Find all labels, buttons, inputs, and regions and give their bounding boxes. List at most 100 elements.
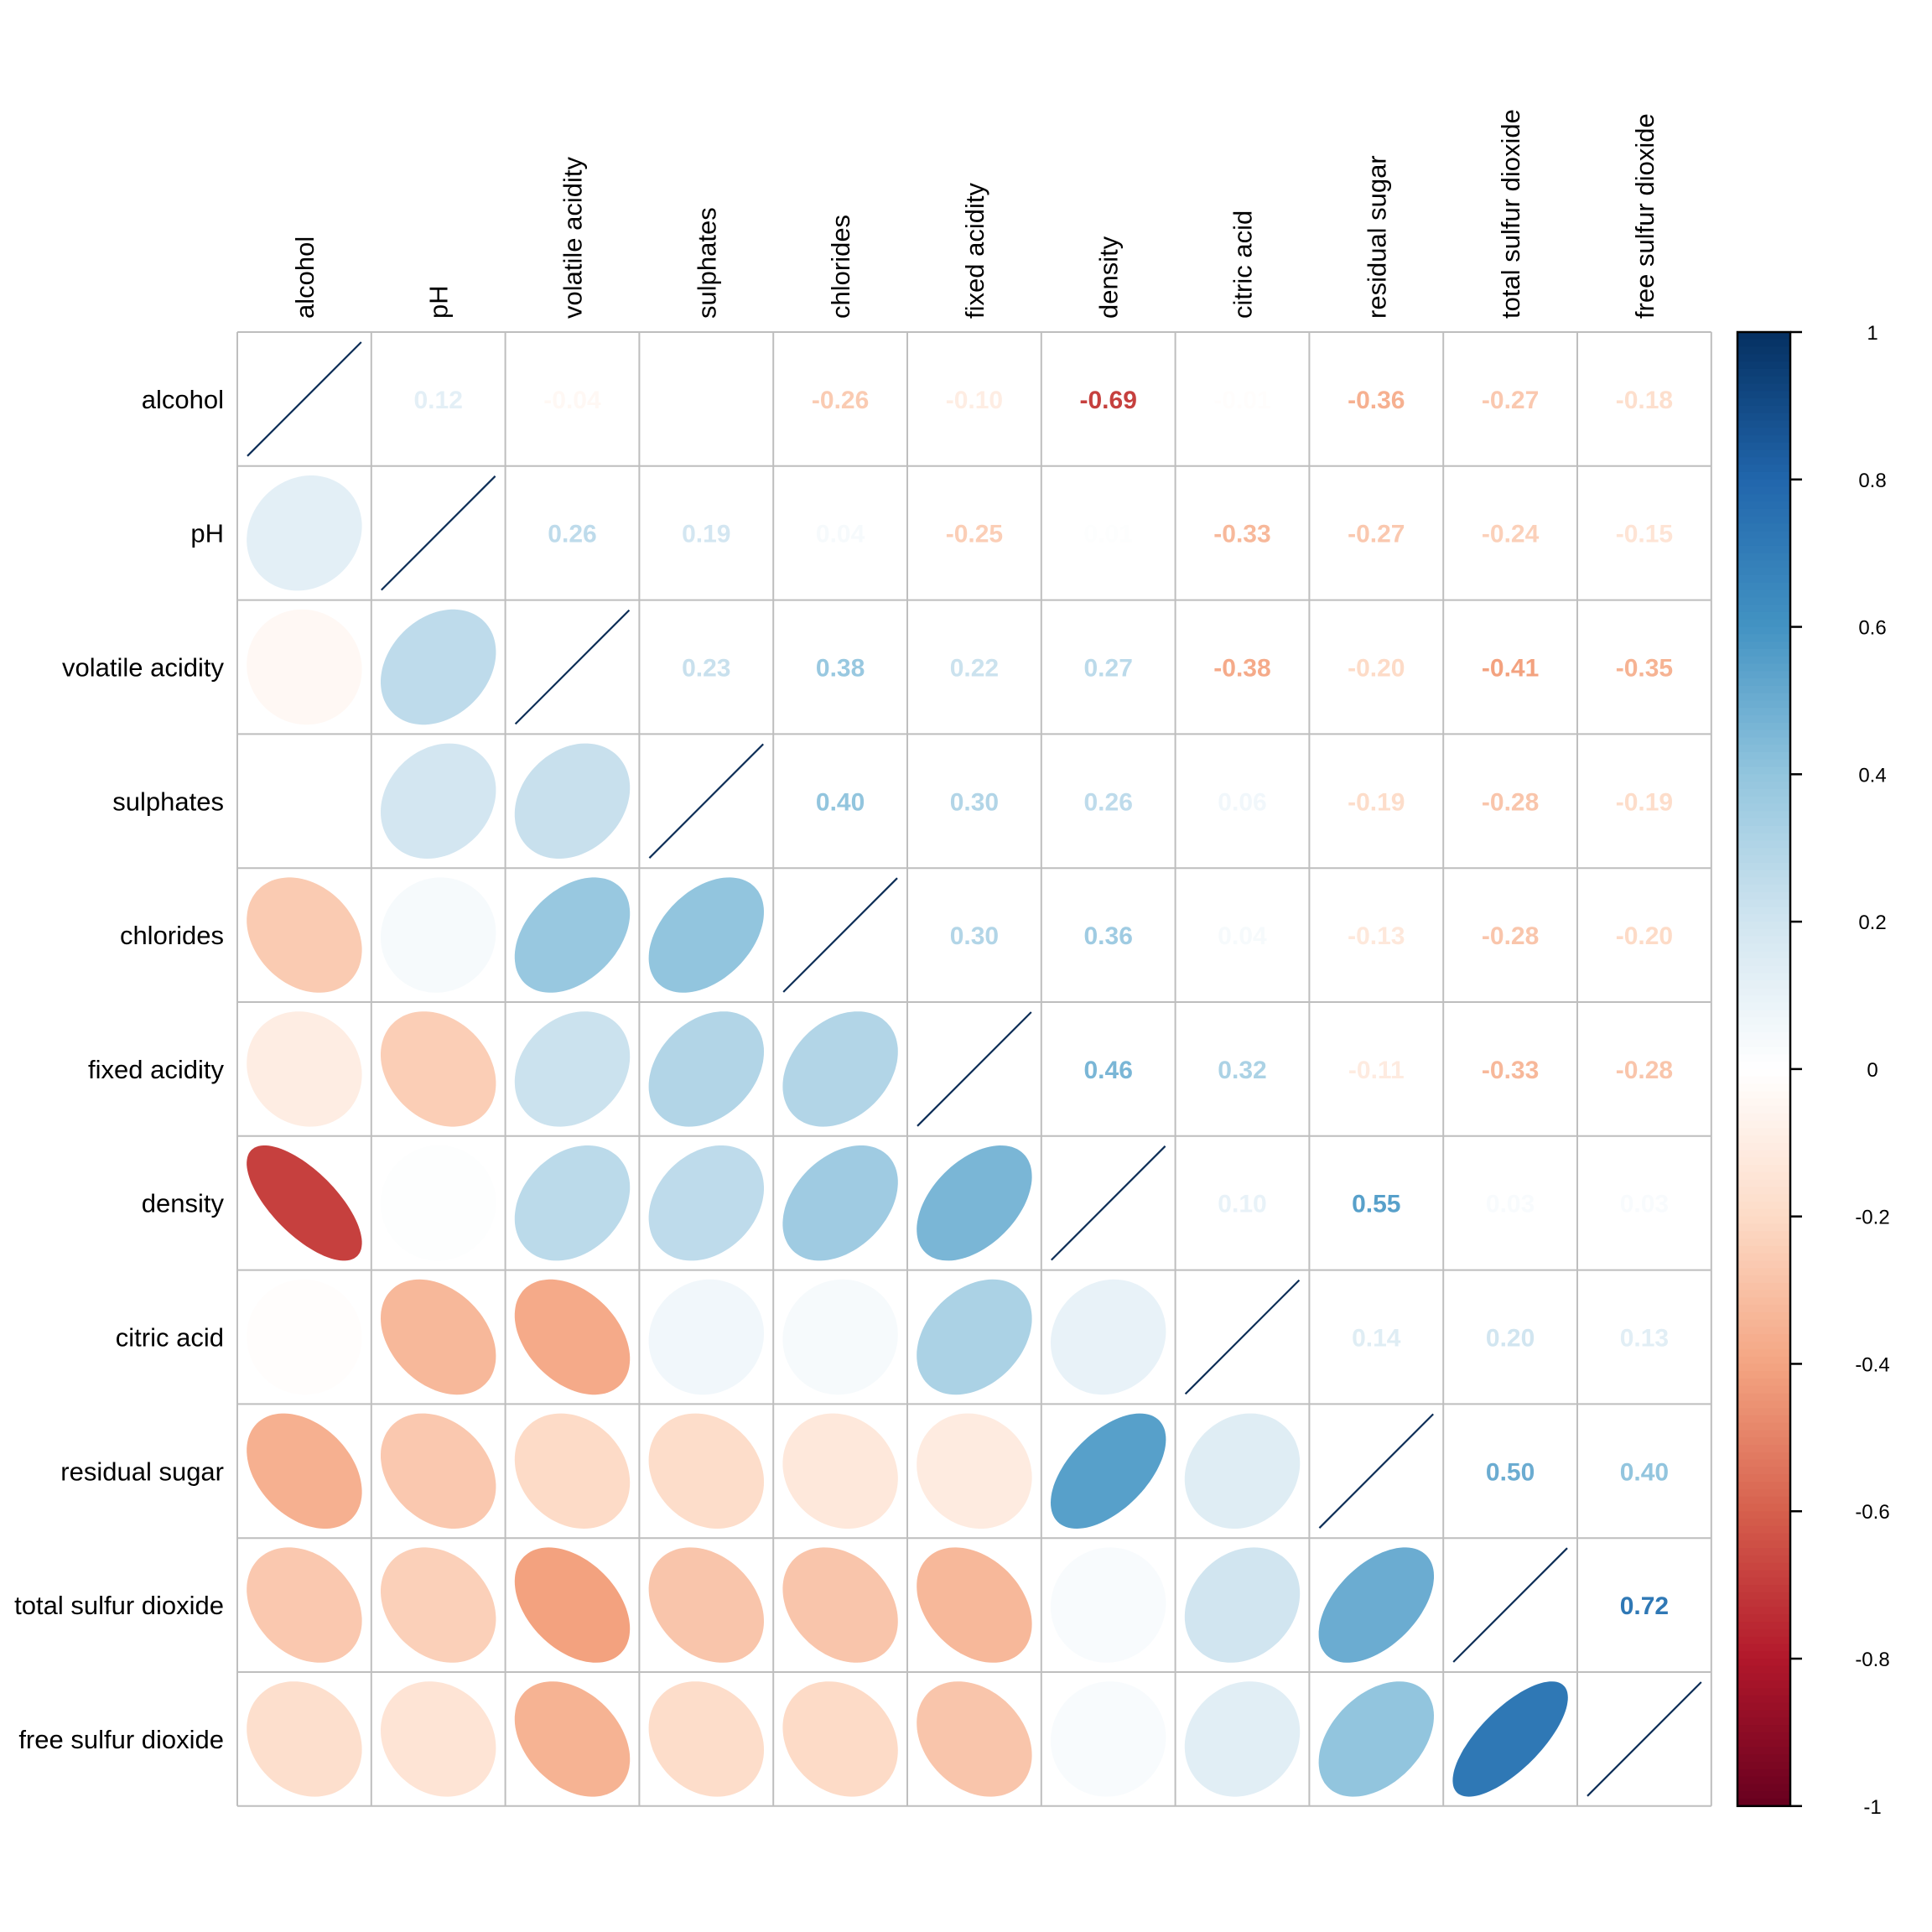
correlation-ellipse [648, 877, 764, 993]
correlation-value: -0.28 [1482, 922, 1539, 950]
colorbar-segment [1737, 1113, 1790, 1122]
colorbar-segment [1737, 685, 1790, 694]
correlation-ellipse [381, 877, 496, 993]
colorbar-segment [1737, 722, 1790, 731]
colorbar-segment [1737, 980, 1790, 989]
correlation-value: 0.40 [816, 788, 865, 816]
correlation-value: -0.11 [1348, 1057, 1405, 1084]
correlation-value: -0.69 [1080, 387, 1137, 414]
colorbar-segment [1737, 1695, 1790, 1704]
correlation-value: 0.32 [1218, 1057, 1266, 1084]
colorbar-segment [1737, 568, 1790, 576]
colorbar-segment [1737, 855, 1790, 864]
correlation-value: 0.03 [1620, 1191, 1669, 1218]
correlation-value: 0.26 [1084, 788, 1133, 816]
column-labels: alcohol pH volatile acidity sulphates chlori… [290, 109, 1659, 319]
correlation-ellipse [1184, 1681, 1301, 1797]
correlation-ellipse [1184, 1547, 1301, 1663]
colorbar-segment [1737, 1356, 1790, 1365]
colorbar-segment [1737, 995, 1790, 1004]
colorbar-segment [1737, 1319, 1790, 1328]
colorbar-segment [1737, 1371, 1790, 1379]
colorbar-segment [1737, 420, 1790, 428]
colorbar-segment [1737, 862, 1790, 871]
correlation-ellipse [247, 475, 362, 591]
correlation-ellipse [1051, 1681, 1166, 1797]
colorbar-segment [1737, 891, 1790, 901]
diagonal-line [782, 877, 898, 993]
row-label: pH [190, 519, 224, 548]
correlation-value: 0.50 [1486, 1458, 1535, 1486]
colorbar-segment [1737, 1334, 1790, 1343]
colorbar-segment [1737, 1659, 1790, 1667]
colorbar-segment [1737, 825, 1790, 834]
correlation-value: 0.10 [1218, 1191, 1266, 1218]
correlation-value: 0.46 [1084, 1057, 1133, 1084]
colorbar-segment [1737, 1311, 1790, 1321]
colorbar-segment [1737, 531, 1790, 539]
column-label: alcohol [290, 236, 319, 319]
colorbar-segment [1737, 1791, 1790, 1800]
correlation-value: 0.06 [1218, 788, 1266, 816]
colorbar-segment [1737, 1216, 1790, 1225]
correlation-ellipse [381, 1145, 496, 1261]
colorbar-segment [1737, 1194, 1790, 1202]
colorbar-segment [1737, 641, 1790, 650]
colorbar-segment [1737, 840, 1790, 849]
column-label: residual sugar [1362, 155, 1391, 319]
colorbar-segment [1737, 796, 1790, 805]
colorbar-segment [1737, 1105, 1790, 1114]
colorbar-segment [1737, 1282, 1790, 1291]
colorbar-tick-label: -0.6 [1855, 1501, 1889, 1524]
colorbar-segment [1737, 774, 1790, 782]
colorbar-segment [1737, 737, 1790, 745]
colorbar-tick-label: 0.2 [1858, 911, 1886, 934]
correlation-value: 0.38 [816, 655, 865, 683]
row-label: residual sugar [60, 1457, 224, 1486]
colorbar-segment [1737, 715, 1790, 724]
colorbar-segment [1737, 501, 1790, 510]
column-label: free sulfur dioxide [1630, 113, 1659, 319]
colorbar-segment [1737, 1688, 1790, 1696]
diagonal-line [1051, 1145, 1166, 1261]
colorbar-segment [1737, 671, 1790, 679]
colorbar-segment [1737, 1415, 1790, 1424]
correlation-value: 0.12 [414, 387, 463, 414]
correlation-value: -0.20 [1348, 655, 1405, 683]
colorbar-segment [1737, 1054, 1790, 1062]
correlation-value: 0.00 [682, 387, 730, 414]
colorbar-segment [1737, 471, 1790, 480]
colorbar-segment [1737, 899, 1790, 908]
correlation-ellipse [782, 1279, 898, 1395]
correlation-ellipse [648, 1011, 764, 1127]
correlation-ellipse [247, 1011, 362, 1127]
correlation-value: -0.20 [1616, 922, 1673, 950]
correlation-value: 0.27 [1084, 655, 1133, 683]
correlation-value: -0.27 [1348, 521, 1405, 548]
colorbar-segment [1737, 700, 1790, 709]
colorbar-segment [1737, 1776, 1790, 1785]
correlation-value: -0.36 [1348, 387, 1405, 414]
colorbar-segment [1737, 1459, 1790, 1468]
colorbar-segment [1737, 922, 1790, 930]
colorbar-tick-label: 0.6 [1858, 617, 1886, 640]
correlation-ellipse [1051, 1547, 1166, 1663]
correlation-value: 0.72 [1620, 1592, 1669, 1620]
colorbar-segment [1737, 1348, 1790, 1358]
colorbar-segment [1737, 1754, 1790, 1763]
colorbar-segment [1737, 951, 1790, 959]
diagonal-line [1452, 1547, 1568, 1663]
colorbar-segment [1737, 494, 1790, 502]
colorbar-segment [1737, 1187, 1790, 1195]
matrix-cells: 0.12 -0.04 0.00 -0.26 -0.10 -0.69 -0.01 -0.36 -0… [247, 341, 1702, 1797]
correlation-ellipse [381, 743, 496, 859]
colorbar-segment [1737, 1592, 1790, 1601]
correlation-value: 0.20 [1486, 1325, 1535, 1353]
colorbar-segment [1737, 1540, 1790, 1549]
correlation-ellipse [514, 1681, 631, 1797]
colorbar-segment [1737, 1290, 1790, 1298]
colorbar-segment [1737, 1171, 1790, 1181]
colorbar-segment [1737, 589, 1790, 599]
colorbar-segment [1737, 656, 1790, 665]
